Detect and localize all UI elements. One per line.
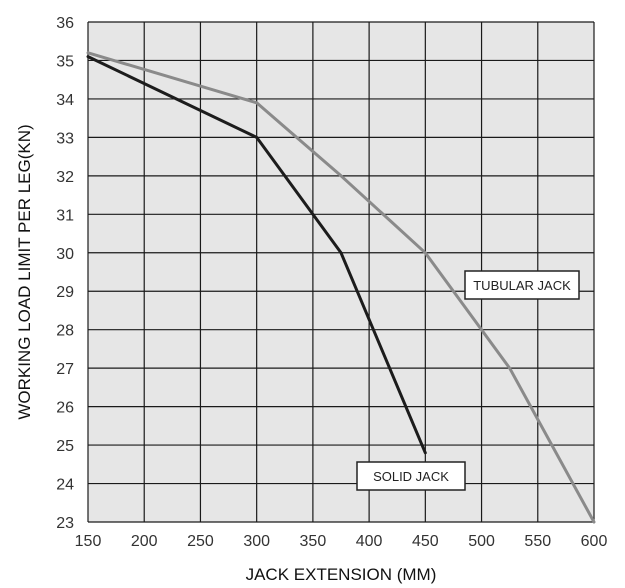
x-tick-label: 600	[581, 533, 608, 550]
y-tick-label: 24	[56, 477, 74, 494]
y-tick-label: 36	[56, 15, 74, 32]
y-tick-label: 32	[56, 169, 74, 186]
x-tick-label: 500	[468, 533, 495, 550]
tubular-jack-label: TUBULAR JACK	[473, 278, 571, 293]
x-tick-label: 400	[356, 533, 383, 550]
y-tick-label: 34	[56, 92, 74, 109]
grid	[87, 21, 595, 523]
tubular-jack-label-box: TUBULAR JACK	[464, 270, 580, 300]
y-tick-label: 35	[56, 53, 74, 70]
y-tick-label: 31	[56, 207, 74, 224]
solid-jack-label-box: SOLID JACK	[356, 461, 466, 491]
y-tick-label: 26	[56, 400, 74, 417]
y-tick-label: 30	[56, 246, 74, 263]
y-tick-label: 28	[56, 323, 74, 340]
x-tick-label: 250	[187, 533, 214, 550]
y-tick-label: 33	[56, 130, 74, 147]
solid-jack-line	[86, 55, 427, 455]
x-tick-label: 150	[75, 533, 102, 550]
x-tick-label: 550	[524, 533, 551, 550]
y-tick-labels: 23 24 25 26 27 28 29 30 31 32 33 34 35 36	[56, 15, 74, 532]
x-tick-labels: 150 200 250 300 350 400 450 500 550 600	[75, 533, 608, 550]
y-tick-label: 27	[56, 361, 74, 378]
x-tick-label: 350	[300, 533, 327, 550]
tubular-jack-line	[86, 51, 596, 524]
x-tick-label: 450	[412, 533, 439, 550]
series-lines	[86, 51, 596, 524]
y-tick-label: 29	[56, 284, 74, 301]
x-axis-label: JACK EXTENSION (MM)	[246, 565, 437, 584]
x-tick-label: 200	[131, 533, 158, 550]
solid-jack-label: SOLID JACK	[373, 469, 449, 484]
y-tick-label: 25	[56, 438, 74, 455]
y-axis-label: WORKING LOAD LIMIT PER LEG(KN)	[15, 124, 34, 419]
x-tick-label: 300	[243, 533, 270, 550]
y-tick-label: 23	[56, 515, 74, 532]
